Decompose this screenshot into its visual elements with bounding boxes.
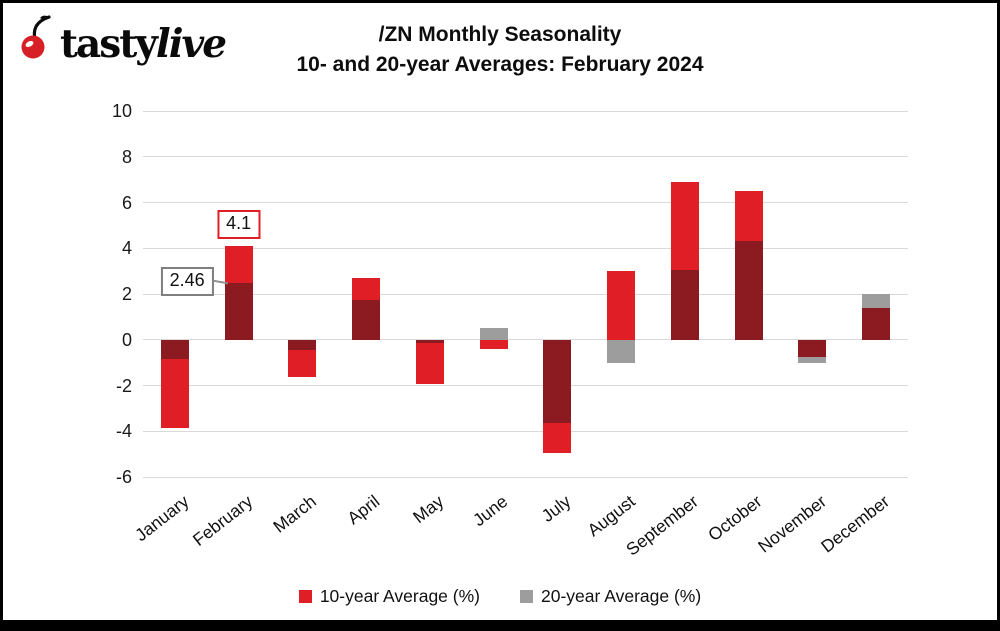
bar-october-overlap xyxy=(734,241,763,340)
bar-january-overlap xyxy=(160,339,189,360)
bar-may-10yr xyxy=(415,343,444,385)
logo-tasty: tasty xyxy=(60,21,158,68)
month-label-december: December xyxy=(817,491,894,557)
annotation-2.46: 2.46 xyxy=(160,267,214,297)
plot-area xyxy=(143,110,908,478)
month-label-november: November xyxy=(753,491,830,557)
bar-april-10yr xyxy=(352,277,381,300)
y-tick-label-0: 0 xyxy=(121,329,132,350)
legend-item-20yr: 20-year Average (%) xyxy=(520,586,701,607)
month-label-august: August xyxy=(583,491,639,541)
gridline--2 xyxy=(143,385,908,386)
bar-august-20yr xyxy=(607,339,636,363)
y-tick-label--6: -6 xyxy=(115,467,132,487)
gridline-0 xyxy=(143,339,908,341)
bar-april-overlap xyxy=(352,299,381,340)
y-tick-label-6: 6 xyxy=(121,192,132,213)
month-label-september: September xyxy=(622,491,703,560)
gridline-2 xyxy=(143,293,908,295)
annotation-4.1: 4.1 xyxy=(217,209,261,239)
bar-march-overlap xyxy=(288,339,317,351)
gridline--4 xyxy=(143,430,908,432)
bar-march-10yr xyxy=(288,350,317,378)
bar-june-10yr xyxy=(479,339,508,349)
chart-subtitle: 10- and 20-year Averages: February 2024 xyxy=(296,53,704,76)
bar-november-overlap xyxy=(798,339,827,357)
cherry-icon xyxy=(20,14,56,65)
tastylive-logo: tastylive xyxy=(20,14,227,68)
bar-september-10yr xyxy=(670,181,699,270)
bar-february-10yr xyxy=(224,245,253,284)
month-label-may: May xyxy=(408,491,448,528)
footer-bar xyxy=(0,620,1000,631)
y-tick-label--4: -4 xyxy=(115,421,132,442)
gridline--6 xyxy=(143,476,908,478)
logo-wordmark: tastylive xyxy=(60,21,227,68)
chart-title: /ZN Monthly Seasonality xyxy=(378,23,622,46)
bar-october-10yr xyxy=(734,191,763,242)
legend-label: 10-year Average (%) xyxy=(319,586,480,606)
month-label-october: October xyxy=(704,491,766,546)
bar-september-overlap xyxy=(670,269,699,340)
gridline-4 xyxy=(143,247,908,249)
bar-february-overlap xyxy=(224,283,253,340)
month-label-january: January xyxy=(130,491,193,546)
bar-may-overlap xyxy=(415,339,444,344)
y-tick-label-10: 10 xyxy=(111,101,132,121)
legend-item-10yr: 10-year Average (%) xyxy=(298,586,480,607)
gridline-6 xyxy=(143,202,908,203)
bar-july-10yr xyxy=(543,423,572,453)
chart-header: /ZN Monthly Seasonality 10- and 20-year … xyxy=(0,20,1000,80)
month-label-july: July xyxy=(537,491,575,526)
month-label-march: March xyxy=(269,491,320,537)
bar-december-20yr xyxy=(862,294,891,308)
gridline-8 xyxy=(143,156,908,158)
logo-live: live xyxy=(155,21,227,68)
y-tick-label-8: 8 xyxy=(121,146,132,167)
bar-december-overlap xyxy=(862,307,891,340)
month-label-april: April xyxy=(343,491,384,529)
y-tick-label-4: 4 xyxy=(121,238,132,259)
legend: 10-year Average (%) 20-year Average (%) xyxy=(0,586,1000,607)
y-tick-label--2: -2 xyxy=(115,375,132,396)
y-tick-label-2: 2 xyxy=(121,284,132,304)
bar-january-10yr xyxy=(160,359,189,428)
gridline-10 xyxy=(143,110,908,112)
month-label-june: June xyxy=(468,491,511,531)
bar-june-20yr xyxy=(479,328,508,340)
bar-july-overlap xyxy=(543,339,572,424)
legend-label: 20-year Average (%) xyxy=(541,586,702,606)
legend-swatch-icon xyxy=(298,590,312,603)
bar-november-20yr xyxy=(798,356,827,363)
y-axis: 10 8 6 4 2 0 -2 -4 -6 xyxy=(88,101,132,487)
month-label-february: February xyxy=(188,491,256,550)
legend-swatch-icon xyxy=(520,590,533,603)
bar-august-10yr xyxy=(607,271,636,340)
